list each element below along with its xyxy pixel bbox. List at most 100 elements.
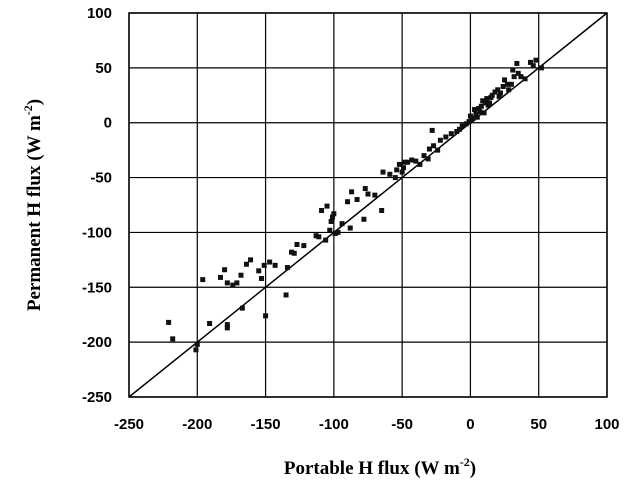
data-point [518, 74, 524, 80]
data-point [267, 259, 273, 265]
data-point [457, 126, 463, 132]
data-point [392, 175, 398, 181]
grid-lines [128, 12, 608, 398]
data-point [454, 128, 460, 134]
data-point [484, 96, 490, 102]
one-to-one-line [128, 12, 608, 398]
data-point [511, 74, 517, 80]
data-point [313, 233, 319, 239]
data-point [319, 207, 325, 213]
data-point [481, 110, 487, 116]
y-tick-label: -200 [82, 334, 112, 351]
x-tick-label: -100 [319, 416, 349, 433]
data-point [500, 84, 506, 90]
data-point [345, 199, 351, 205]
y-tick-label: -50 [90, 170, 112, 187]
data-point [294, 241, 300, 247]
data-point [472, 107, 478, 113]
data-point [239, 305, 245, 311]
data-point [497, 90, 503, 96]
data-point [466, 119, 472, 125]
data-point [528, 59, 534, 65]
data-point [413, 158, 419, 164]
x-tick-label: 100 [594, 416, 619, 433]
data-point [256, 268, 262, 274]
data-point [405, 159, 411, 165]
data-point [234, 280, 240, 286]
plot-frame [128, 12, 608, 398]
data-point [489, 92, 495, 98]
data-point [332, 231, 338, 237]
data-point [379, 207, 385, 213]
data-point [224, 325, 230, 331]
data-point [329, 214, 335, 220]
data-point [289, 249, 295, 255]
data-point [506, 87, 512, 93]
data-point [425, 156, 431, 162]
data-point [283, 292, 289, 298]
data-point [339, 221, 345, 227]
data-point [480, 98, 486, 104]
data-point [238, 272, 244, 278]
data-point [291, 250, 297, 256]
data-point [328, 218, 334, 224]
data-point [467, 113, 473, 119]
y-tick-labels: 100 50 0 -50 -100 -150 -200 -250 [82, 5, 112, 406]
data-point [482, 100, 488, 106]
x-tick-label: -50 [391, 416, 413, 433]
y-tick-label: 100 [87, 5, 112, 22]
data-point [327, 227, 333, 233]
data-point [437, 137, 443, 143]
data-point [470, 115, 476, 121]
data-point [261, 262, 267, 268]
data-point [421, 153, 427, 159]
data-point [263, 313, 269, 319]
data-point [362, 186, 368, 192]
data-point [284, 265, 290, 271]
y-axis-label: Permanent H flux (W m-2) [21, 99, 45, 311]
data-point [194, 341, 200, 347]
x-tick-label: -200 [182, 416, 212, 433]
data-point [515, 70, 521, 76]
data-point [349, 189, 355, 195]
x-tick-label: 0 [466, 416, 474, 433]
data-point [429, 127, 435, 133]
data-point [272, 262, 278, 268]
data-point [347, 225, 353, 231]
data-point [380, 169, 386, 175]
data-point [401, 165, 407, 171]
y-tick-label: -250 [82, 389, 112, 406]
data-point [502, 77, 508, 83]
data-point [409, 157, 415, 163]
y-tick-label: 50 [95, 60, 112, 77]
data-point [402, 159, 408, 165]
data-point [224, 322, 230, 328]
data-point [335, 229, 341, 235]
data-point [508, 81, 514, 87]
data-point [248, 257, 254, 263]
data-point [301, 243, 307, 249]
data-point [170, 336, 176, 342]
data-point [316, 234, 322, 240]
data-point [478, 103, 484, 109]
data-point [230, 282, 236, 288]
data-point [218, 274, 224, 280]
data-point [394, 167, 400, 173]
data-point [224, 280, 230, 286]
x-axis-label: Portable H flux (W m-2) [284, 455, 476, 479]
data-point [372, 192, 378, 198]
data-point [496, 93, 502, 99]
data-point [399, 169, 405, 175]
data-point [474, 114, 480, 120]
y-tick-label: 0 [104, 115, 112, 132]
data-point [396, 161, 402, 167]
data-point [504, 81, 510, 87]
data-point [331, 211, 337, 217]
data-point [538, 65, 544, 71]
data-point [365, 191, 371, 197]
data-point [324, 203, 330, 209]
x-tick-label: 50 [530, 416, 547, 433]
data-point [459, 123, 465, 129]
data-point [426, 146, 432, 152]
